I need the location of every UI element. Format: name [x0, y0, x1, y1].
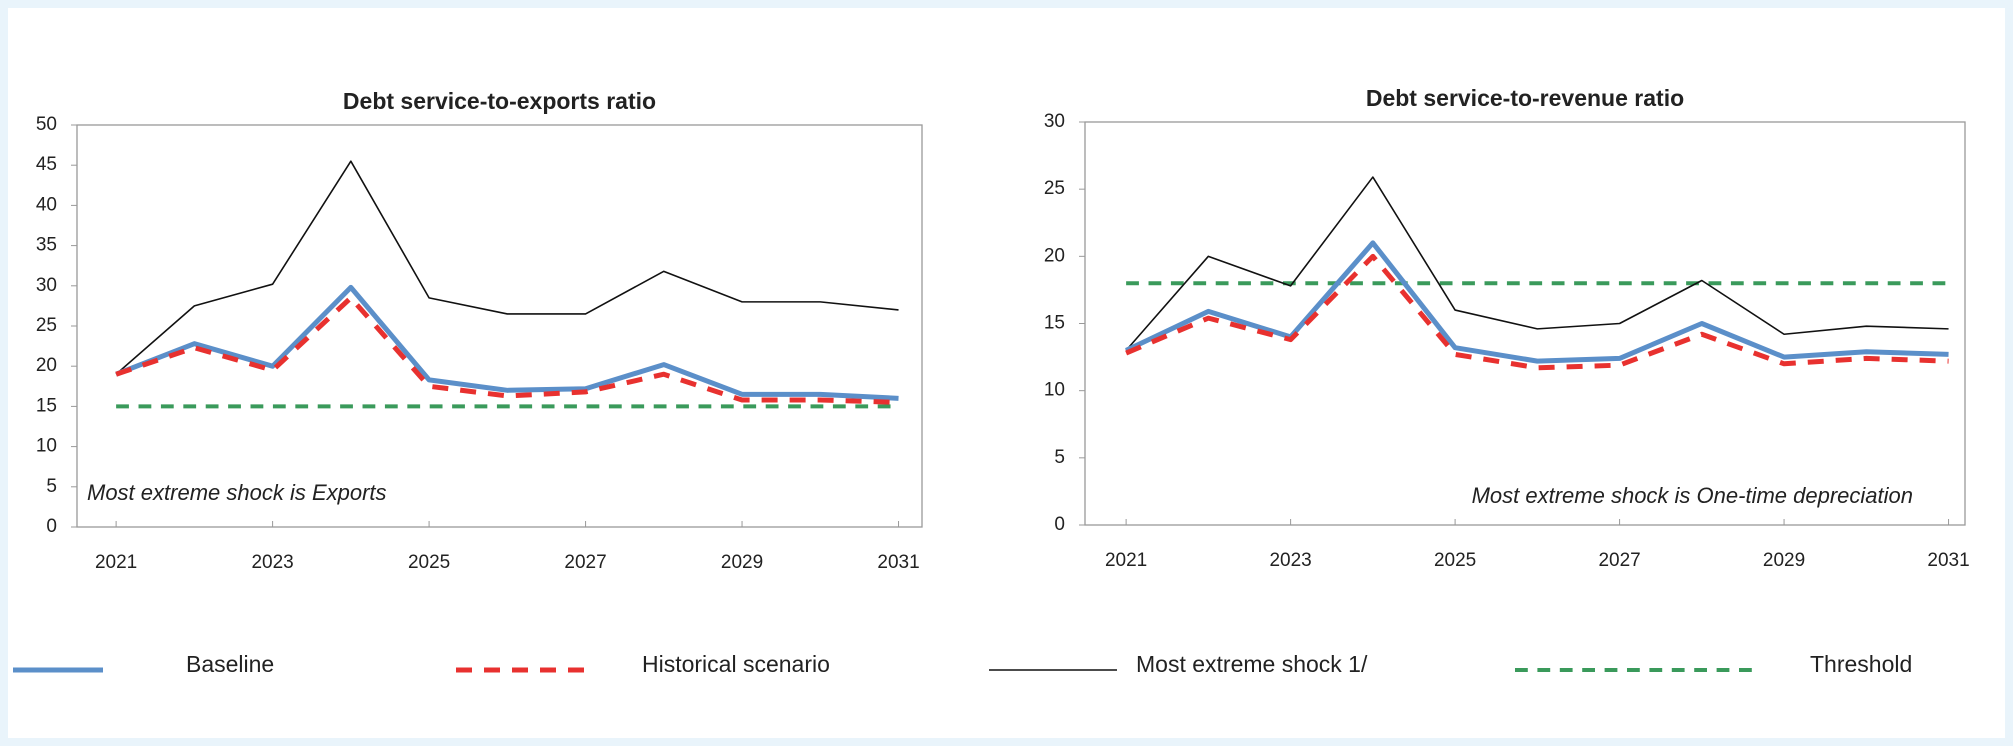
legend-label: Baseline	[186, 651, 274, 677]
series-line	[1125, 240, 1949, 364]
y-tick-label: 45	[36, 154, 57, 175]
x-tick-label: 2031	[877, 552, 919, 573]
legend-label: Historical scenario	[642, 651, 830, 677]
series-line	[115, 284, 899, 401]
legend-label: Most extreme shock 1/	[1136, 651, 1368, 677]
y-tick-label: 50	[36, 114, 57, 135]
series-line	[1125, 253, 1949, 371]
panel	[8, 8, 2005, 738]
x-tick-label: 2023	[1269, 550, 1311, 571]
series-line	[115, 295, 899, 405]
legend-label: Threshold	[1810, 651, 1912, 677]
x-tick-label: 2025	[1434, 550, 1476, 571]
annotation: Most extreme shock is Exports	[87, 480, 387, 505]
x-tick-label: 2023	[251, 552, 293, 573]
y-tick-label: 15	[36, 395, 57, 416]
x-tick-label: 2021	[1105, 550, 1147, 571]
y-tick-label: 0	[46, 516, 57, 537]
y-tick-label: 0	[1054, 514, 1065, 535]
y-tick-label: 20	[36, 355, 57, 376]
x-tick-label: 2021	[95, 552, 137, 573]
y-tick-label: 25	[1044, 178, 1065, 199]
series-line	[1125, 176, 1949, 351]
x-tick-label: 2029	[721, 552, 763, 573]
y-tick-label: 40	[36, 194, 57, 215]
y-tick-label: 35	[36, 235, 57, 256]
y-tick-label: 25	[36, 315, 57, 336]
y-tick-label: 10	[1044, 380, 1065, 401]
y-tick-label: 10	[36, 436, 57, 457]
y-tick-label: 30	[36, 275, 57, 296]
annotation: Most extreme shock is One-time depreciat…	[1472, 483, 1913, 508]
x-tick-label: 2025	[408, 552, 450, 573]
x-tick-label: 2029	[1763, 550, 1805, 571]
series-line	[115, 160, 899, 375]
x-tick-label: 2027	[564, 552, 606, 573]
x-tick-label: 2027	[1598, 550, 1640, 571]
chart-title: Debt service-to-revenue ratio	[1366, 85, 1684, 111]
y-tick-label: 20	[1044, 245, 1065, 266]
y-tick-label: 5	[46, 476, 57, 497]
y-tick-label: 30	[1044, 111, 1065, 132]
y-tick-label: 15	[1044, 313, 1065, 334]
x-tick-label: 2031	[1927, 550, 1969, 571]
chart-title: Debt service-to-exports ratio	[343, 88, 656, 114]
y-tick-label: 5	[1054, 447, 1065, 468]
